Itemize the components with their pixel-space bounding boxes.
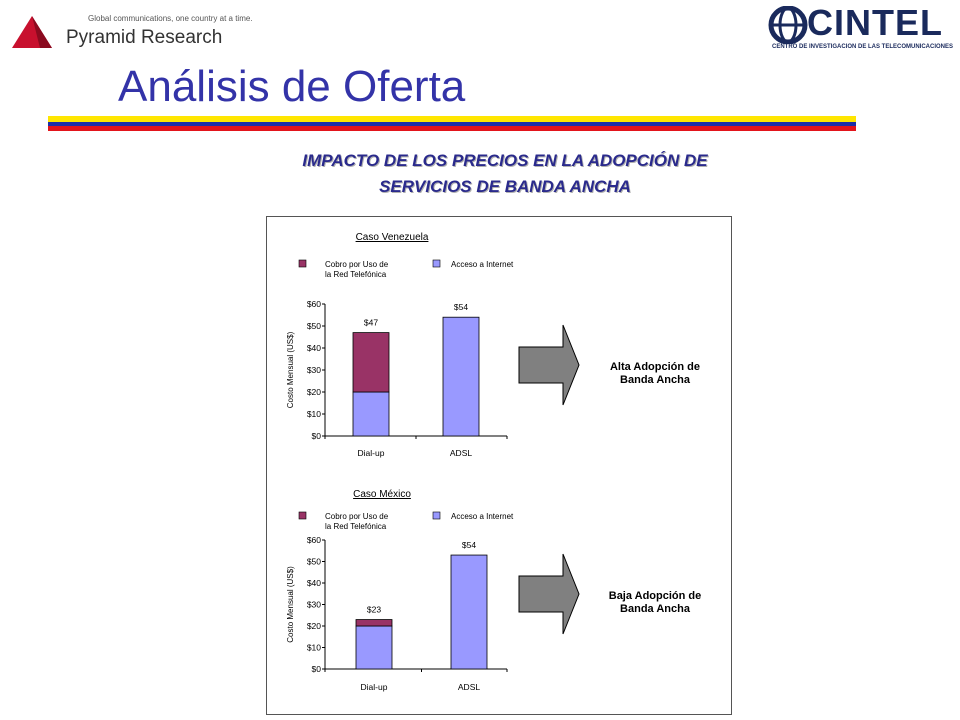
panel-1-bar-dialup-internet xyxy=(352,391,390,437)
panel-1-category-label: Dial-up xyxy=(358,448,385,458)
panel-1-bar-dialup-network xyxy=(352,332,390,393)
logo-name: Pyramid Research xyxy=(66,27,223,48)
panel-2-legend-network-line2: la Red Telefónica xyxy=(325,522,387,531)
subtitle-line-2: SERVICIOS DE BANDA ANCHA xyxy=(379,177,631,196)
panel-2-outcome-line1: Baja Adopción de xyxy=(608,590,702,602)
panel-2-total-label: $54 xyxy=(462,540,476,550)
panel-1-ytick-label: $50 xyxy=(307,321,321,331)
panel-2-legend-network-swatch xyxy=(298,511,307,520)
panel-1-ytick-label: $40 xyxy=(307,343,321,353)
panel-2-ytick-label: $40 xyxy=(307,578,321,588)
panel-2-ytick-label: $30 xyxy=(307,600,321,610)
subtitle-line-1: IMPACTO DE LOS PRECIOS EN LA ADOPCIÓN DE xyxy=(302,151,708,170)
panel-1-bar-adsl-internet xyxy=(442,316,480,437)
cintel-globe-icon xyxy=(768,6,808,44)
cintel-subtitle: CENTRO DE INVESTIGACION DE LAS TELECOMUN… xyxy=(772,44,954,50)
panel-2-total-label: $23 xyxy=(367,605,381,615)
panel-2-legend-network-line1: Cobro por Uso de xyxy=(325,512,389,521)
slide-subtitle: IMPACTO DE LOS PRECIOS EN LA ADOPCIÓN DE… xyxy=(180,148,830,200)
panel-2-outcome-line2: Banda Ancha xyxy=(620,603,690,615)
panel-1-outcome-line1: Alta Adopción de xyxy=(609,361,701,373)
panel-1-legend-network-line2: la Red Telefónica xyxy=(325,270,387,279)
panel-1-ytick-label: $0 xyxy=(312,431,322,441)
panel-1-total-label: $47 xyxy=(364,318,378,328)
pyramid-research-logo xyxy=(12,16,52,48)
panel-1-ytick-label: $10 xyxy=(307,409,321,419)
panel-1-ytick-label: $20 xyxy=(307,387,321,397)
chart-frame: Caso Venezuela Cobro por Uso de la Red Tel… xyxy=(266,216,732,715)
panel-1-title: Caso Venezuela xyxy=(356,232,429,243)
panel-2-outcome-text: Baja Adopción de Banda Ancha xyxy=(590,590,720,616)
logo-tagline: Global communications, one country at a … xyxy=(88,14,253,23)
flag-stripe-red xyxy=(48,126,856,131)
panel-2-ytick-label: $0 xyxy=(312,664,322,674)
panel-1-ytick-label: $60 xyxy=(307,299,321,309)
panel-1-ytick-label: $30 xyxy=(307,365,321,375)
panel-2-legend-internet: Acceso a Internet xyxy=(451,512,514,521)
panel-2-legend-internet-swatch xyxy=(432,511,441,520)
flag-stripe-yellow xyxy=(48,116,856,122)
panel-2-ytick-label: $60 xyxy=(307,535,321,545)
panel-1-category-label: ADSL xyxy=(450,448,472,458)
panel-2-category-label: Dial-up xyxy=(361,682,388,692)
panel-2-bar-dialup-internet xyxy=(355,625,393,670)
panel-2-y-axis-label: Costo Mensual (US$) xyxy=(286,566,295,643)
panel-2-ytick-label: $20 xyxy=(307,621,321,631)
page-title: Análisis de Oferta xyxy=(118,62,466,111)
panel-2-bar-adsl-internet xyxy=(450,554,488,670)
flag-stripe-blue xyxy=(48,122,856,126)
panel-2-ytick-label: $10 xyxy=(307,643,321,653)
panel-2-outcome-arrow-icon xyxy=(518,553,580,635)
panel-1-outcome-line2: Banda Ancha xyxy=(620,374,690,386)
cintel-wordmark: CINTEL xyxy=(807,2,943,43)
panel-1-legend-network-line1: Cobro por Uso de xyxy=(325,260,389,269)
panel-1-total-label: $54 xyxy=(454,302,468,312)
panel-2-ytick-label: $50 xyxy=(307,557,321,567)
panel-2-bar-dialup-network xyxy=(355,619,393,627)
panel-2-category-label: ADSL xyxy=(458,682,480,692)
panel-1-legend-internet: Acceso a Internet xyxy=(451,260,514,269)
panel-1-outcome-arrow-icon xyxy=(518,324,580,406)
panel-1-legend-internet-swatch xyxy=(432,259,441,268)
panel-1-outcome-text: Alta Adopción de Banda Ancha xyxy=(590,361,720,387)
panel-1-y-axis-label: Costo Mensual (US$) xyxy=(286,331,295,408)
panel-2-title: Caso México xyxy=(353,489,411,500)
panel-1-legend-network-swatch xyxy=(298,259,307,268)
